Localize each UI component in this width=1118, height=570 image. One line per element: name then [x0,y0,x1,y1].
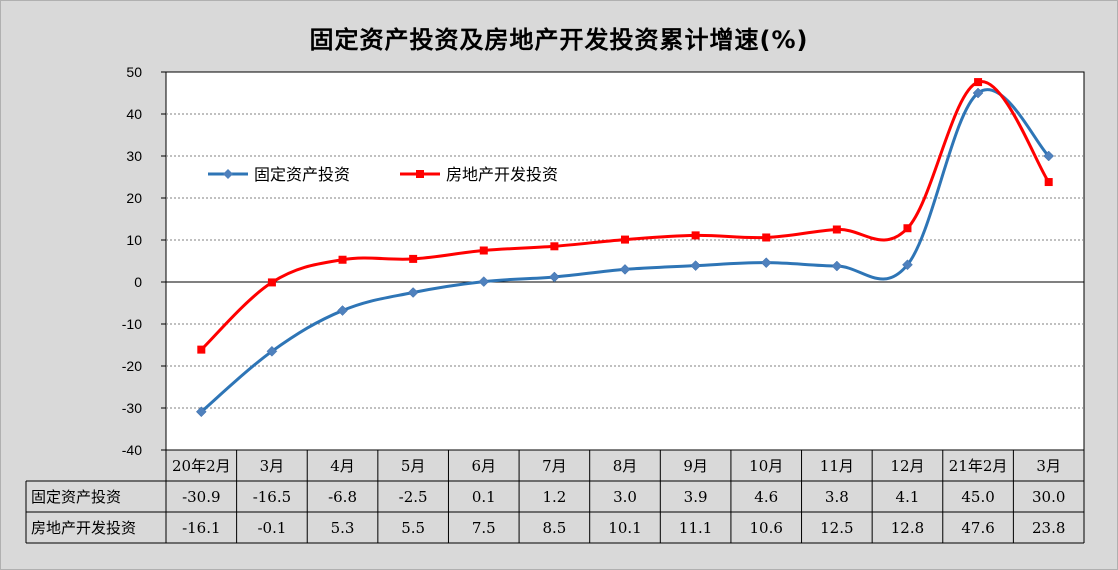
data-label: 30.0 [1032,488,1065,506]
data-label: 4.6 [754,488,778,506]
data-point-square [691,231,700,240]
table-series-name: 房地产开发投资 [31,519,136,537]
data-point-square [267,278,276,287]
x-tick-label: 6月 [471,457,496,475]
data-point-square [479,246,488,255]
x-tick-label: 11月 [820,457,854,475]
chart-title: 固定资产投资及房地产开发投资累计增速(%) [309,26,809,54]
y-tick-label: -30 [122,400,142,416]
data-point-diamond [760,257,772,269]
data-point-diamond [1043,150,1055,162]
data-label: 3.0 [613,488,637,506]
data-point-diamond [337,305,348,316]
data-point-diamond [549,271,560,283]
data-label: 0.1 [472,488,496,506]
data-point-diamond [195,406,207,418]
y-tick-label: 50 [126,64,142,80]
table-series-name: 固定资产投资 [31,488,121,506]
data-point-square [621,235,629,244]
x-tick-label: 3月 [260,457,285,475]
data-label: -16.1 [182,519,220,537]
data-point-square [762,233,771,242]
x-tick-label: 4月 [330,457,355,475]
data-label: 3.9 [684,488,708,506]
data-label: -6.8 [328,488,357,506]
y-tick-label: 10 [126,232,142,248]
x-tick-label: 9月 [683,457,708,475]
data-label: 7.5 [472,519,496,537]
data-point-square [974,78,983,87]
data-label: 12.8 [891,519,924,537]
x-tick-label: 10月 [749,457,783,475]
x-tick-label: 12月 [890,457,924,475]
data-point-diamond [478,276,490,287]
x-tick-label: 5月 [401,457,426,475]
x-tick-label: 7月 [542,457,567,475]
y-tick-label: 40 [126,106,142,122]
data-point-diamond [619,264,631,275]
legend-label: 固定资产投资 [254,165,350,184]
data-point-square [1044,178,1053,187]
data-label: -30.9 [182,488,220,506]
data-label: -2.5 [399,488,428,506]
data-point-square [409,254,418,263]
data-label: 5.5 [401,519,425,537]
data-point-square [903,224,912,233]
data-point-diamond [972,87,984,99]
data-label: 8.5 [542,519,566,537]
data-label: 45.0 [961,488,994,506]
data-label: 10.1 [608,519,641,537]
data-label: -0.1 [257,519,286,537]
data-point-square [338,255,347,264]
data-label: 47.6 [961,519,994,537]
y-tick-label: 20 [126,190,142,206]
x-tick-label: 20年2月 [172,457,231,475]
legend-label: 房地产开发投资 [446,165,558,184]
x-tick-label: 21年2月 [949,457,1008,475]
y-tick-label: -40 [122,442,142,458]
data-label: 23.8 [1032,519,1065,537]
plot-area [165,71,1085,451]
x-tick-label: 8月 [613,457,638,475]
y-tick-label: 30 [126,148,142,164]
data-point-diamond [831,260,843,272]
data-label: -16.5 [253,488,291,506]
y-tick-label: -10 [122,316,142,332]
data-point-diamond [266,345,278,357]
data-point-diamond [407,287,419,298]
y-tick-label: -20 [122,358,142,374]
data-label: 1.2 [542,488,566,506]
data-point-diamond [902,259,913,271]
x-tick-label: 3月 [1036,457,1061,475]
legend-marker-square [416,170,424,178]
data-point-square [197,345,206,354]
data-label: 5.3 [331,519,355,537]
data-point-diamond [690,260,701,271]
data-point-square [832,225,841,234]
data-label: 11.1 [679,519,712,537]
data-label: 3.8 [825,488,849,506]
y-tick-label: 0 [134,274,142,290]
data-label: 10.6 [750,519,783,537]
data-label: 12.5 [820,519,853,537]
data-point-square [550,242,559,251]
legend-marker-diamond [223,169,233,179]
data-label: 4.1 [896,488,920,506]
